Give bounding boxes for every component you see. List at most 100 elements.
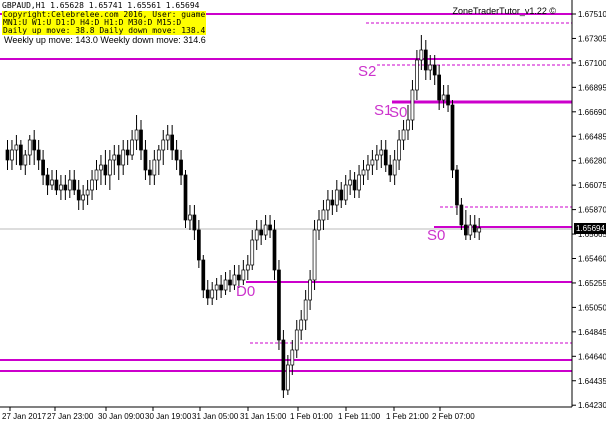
zone-lines — [0, 13, 572, 372]
candle-body — [205, 289, 210, 299]
candle-body — [10, 149, 14, 161]
candle-body — [437, 74, 441, 101]
candle-body — [375, 154, 379, 161]
candle-body — [107, 159, 112, 176]
price-tick-label: 1.65050 — [578, 303, 606, 312]
price-tick-label: 1.67510 — [578, 10, 606, 19]
time-tick-label: 2 Feb 07:00 — [432, 412, 475, 421]
candle-body — [148, 169, 152, 176]
candle-body — [330, 199, 335, 206]
candle-body — [383, 149, 388, 166]
candle-body — [410, 89, 415, 121]
candle-body — [312, 229, 317, 281]
candle-body — [45, 174, 50, 186]
zone-labels: S2 S1 S0 S0 D0 — [236, 63, 445, 300]
candle-body — [406, 119, 410, 131]
candle-body — [19, 144, 23, 166]
candle-body — [250, 239, 255, 266]
price-tick-label: 1.66075 — [578, 181, 606, 190]
candle-body — [121, 149, 126, 166]
price-tick-label: 1.64640 — [578, 352, 606, 361]
candle-body — [432, 64, 437, 76]
candle-body — [36, 149, 41, 161]
candle-body — [223, 279, 228, 291]
candle-body — [67, 179, 72, 191]
price-tick-label: 1.65460 — [578, 255, 606, 264]
candle-body — [228, 279, 232, 286]
candle-body — [23, 154, 28, 166]
candle-body — [116, 154, 121, 166]
candle-body — [388, 164, 393, 176]
candle-body — [161, 139, 166, 151]
candle-body — [201, 259, 206, 291]
candle-body — [464, 224, 468, 236]
candle-body — [441, 94, 446, 101]
candle-body — [188, 214, 192, 221]
zone-label-s2: S2 — [358, 63, 376, 80]
indicator-name: ZoneTraderTutor_v1.22 © — [452, 6, 556, 16]
price-tick-label: 1.67305 — [578, 34, 606, 43]
candle-body — [397, 139, 401, 161]
candle-body — [281, 339, 286, 391]
candle-body — [41, 159, 45, 176]
candle-body — [286, 364, 290, 391]
candle-body — [210, 289, 215, 299]
candle-body — [268, 224, 272, 231]
candle-body — [277, 269, 281, 341]
price-tick-label: 1.67100 — [578, 59, 606, 68]
price-tick-label: 1.66690 — [578, 108, 606, 117]
candle-body — [183, 174, 188, 221]
candle-body — [112, 154, 117, 161]
price-tick-label: 1.66280 — [578, 157, 606, 166]
candle-body — [299, 319, 304, 331]
candle-body — [125, 149, 130, 156]
price-tick-label: 1.65870 — [578, 206, 606, 215]
time-tick-label: 30 Jan 19:00 — [145, 412, 192, 421]
time-tick-label: 31 Jan 05:00 — [192, 412, 239, 421]
daily-move-text: Daily up move: 38.8 Daily down move: 138… — [3, 26, 206, 35]
candle-body — [419, 49, 424, 61]
candle-body — [472, 224, 477, 233]
price-tick-label: 1.64845 — [578, 328, 606, 337]
candle-body — [165, 134, 170, 141]
candle-body — [361, 169, 366, 176]
price-tick-label: 1.64435 — [578, 377, 606, 386]
candle-body — [343, 184, 348, 201]
time-tick-label: 27 Jan 23:00 — [47, 412, 94, 421]
candle-body — [254, 229, 259, 241]
candle-body — [143, 149, 148, 171]
candle-body — [54, 179, 59, 191]
candle-body — [179, 159, 183, 176]
candle-body — [334, 189, 339, 206]
candle-body — [237, 274, 241, 281]
candle-body — [170, 134, 174, 151]
candle-body — [321, 209, 326, 221]
candle-body — [339, 189, 344, 201]
price-axis: 1.67510 1.67305 1.67100 1.66895 1.66690 1.664… — [572, 10, 606, 410]
candle-body — [379, 149, 384, 156]
candle-body — [130, 139, 134, 156]
candle-body — [81, 194, 86, 201]
price-tick-label: 1.64230 — [578, 401, 606, 410]
candlesticks — [5, 35, 482, 398]
candle-body — [72, 179, 77, 191]
candle-body — [27, 139, 32, 156]
candle-body — [459, 204, 464, 226]
candle-body — [401, 129, 406, 141]
candle-body — [326, 199, 330, 211]
candle-body — [63, 184, 68, 191]
candle-body — [103, 164, 108, 176]
copyright-text: Copyright:Celebrelee.com 2016, User: gua… — [3, 10, 206, 19]
candle-body — [152, 159, 157, 176]
time-tick-label: 27 Jan 2017 — [2, 412, 47, 421]
candle-body — [428, 64, 433, 71]
candle-body — [366, 164, 370, 171]
weekly-move-text: Weekly up move: 143.0 Weekly down move: … — [4, 35, 206, 45]
candle-body — [477, 227, 482, 233]
time-axis: 27 Jan 2017 27 Jan 23:00 30 Jan 09:00 30 Ja… — [2, 407, 475, 421]
candle-body — [50, 179, 54, 186]
candle-body — [94, 169, 99, 181]
candle-body — [370, 159, 375, 166]
